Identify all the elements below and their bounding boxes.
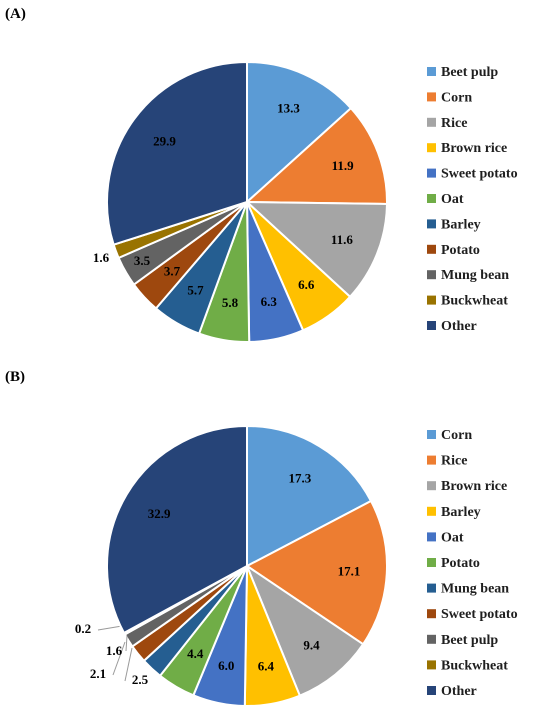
chart-b-data-label-other: 32.9 xyxy=(148,506,171,521)
chart-b-legend-label-oat: Oat xyxy=(441,530,464,545)
chart-a-slice-corn xyxy=(244,106,388,205)
chart-a-data-label-sweet-potato: 6.3 xyxy=(261,294,278,309)
chart-b-slice-rice xyxy=(245,499,388,646)
chart-a-legend-swatch-rice xyxy=(427,117,436,127)
chart-a-legend-swatch-potato xyxy=(427,244,436,254)
chart-b-legend-label-buckwheat: Buckwheat xyxy=(441,658,508,673)
chart-b-legend-swatch-potato xyxy=(427,558,436,567)
chart-b-data-label-potato: 4.4 xyxy=(187,646,204,661)
chart-a-data-label-beet-pulp: 13.3 xyxy=(277,101,300,116)
chart-b-leader-sweet-potato xyxy=(112,641,126,676)
chart-a-slice-other xyxy=(106,60,248,246)
chart-b-legend-label-mung-bean: Mung bean xyxy=(441,582,509,597)
chart-b-slice-corn xyxy=(246,424,373,568)
chart-b-legend-swatch-buckwheat xyxy=(427,660,436,670)
chart-a-data-label-potato: 3.7 xyxy=(164,263,181,278)
chart-a-slice-rice xyxy=(244,200,389,299)
chart-a-legend-label-buckwheat: Buckwheat xyxy=(441,294,508,309)
chart-b-legend-label-barley: Barley xyxy=(441,505,481,520)
chart-b-leader-beet-pulp xyxy=(125,635,128,652)
chart-b-legend-label-corn: Corn xyxy=(441,428,472,443)
chart-a-data-label-brown-rice: 6.6 xyxy=(298,277,315,292)
chart-b-leader-mung-bean xyxy=(124,647,133,682)
chart-a-legend-label-corn: Corn xyxy=(441,90,472,105)
chart-a-legend-swatch-sweet-potato xyxy=(427,168,436,178)
chart-a-data-label-other: 29.9 xyxy=(153,134,176,149)
chart-a-data-label-oat: 5.8 xyxy=(222,295,239,310)
chart-a-legend-label-rice: Rice xyxy=(441,116,467,131)
chart-b-data-label-rice: 17.1 xyxy=(338,564,361,579)
chart-a-legend-swatch-beet-pulp xyxy=(427,67,436,76)
chart-b-legend-label-sweet-potato: Sweet potato xyxy=(441,607,518,622)
chart-b-legend-swatch-other xyxy=(427,686,436,695)
chart-a-data-label-corn: 11.9 xyxy=(332,158,355,173)
chart-a-legend-swatch-barley xyxy=(427,219,436,229)
chart-a-slice-beet-pulp xyxy=(246,60,353,205)
chart-b-legend-swatch-beet-pulp xyxy=(427,634,436,644)
chart-b-legend-swatch-sweet-potato xyxy=(427,609,436,619)
chart-a-legend-swatch-mung-bean xyxy=(427,270,436,280)
panel-label-a: (A) xyxy=(5,6,26,22)
chart-b-slice-brown-rice xyxy=(244,563,365,697)
chart-a-legend-label-sweet-potato: Sweet potato xyxy=(441,167,518,182)
chart-a-legend-swatch-buckwheat xyxy=(427,295,436,305)
chart-a-legend-label-barley: Barley xyxy=(441,217,481,232)
chart-a-data-label-buckwheat: 1.6 xyxy=(93,250,110,265)
chart-b-slice-other xyxy=(106,424,248,635)
chart-a-legend-swatch-corn xyxy=(427,92,436,102)
chart-b-data-label-sweet-potato: 2.1 xyxy=(90,666,106,681)
pie-chart-a: 13.3 Beet pulp 11.9 Corn 11.6 Rice 6.6 Brown ri… xyxy=(93,60,518,343)
chart-a-legend-swatch-other xyxy=(427,321,436,330)
chart-a-legend-label-other: Other xyxy=(441,319,477,334)
chart-b-legend-label-potato: Potato xyxy=(441,556,480,571)
chart-b-legend-swatch-brown-rice xyxy=(427,481,436,491)
chart-a-legend-label-brown-rice: Brown rice xyxy=(441,141,507,156)
chart-a-legend-label-mung-bean: Mung bean xyxy=(441,268,509,283)
chart-b-leader-buckwheat xyxy=(97,625,123,631)
chart-b-legend-swatch-barley xyxy=(427,506,436,516)
chart-b-data-label-corn: 17.3 xyxy=(289,471,312,486)
panel-label-b: (B) xyxy=(5,369,25,385)
chart-a-legend-label-oat: Oat xyxy=(441,192,464,207)
chart-b-legend-swatch-rice xyxy=(427,455,436,465)
chart-b-data-label-buckwheat: 0.2 xyxy=(75,621,91,636)
pie-chart-b: 17.3 Corn 17.1 Rice 9.4 Brown rice 6.4 Barley 6.… xyxy=(75,424,518,707)
chart-b-data-label-barley: 6.4 xyxy=(258,658,275,673)
chart-b-data-label-beet-pulp: 1.6 xyxy=(106,643,123,658)
chart-b-legend-label-rice: Rice xyxy=(441,454,467,469)
chart-b-legend-label-other: Other xyxy=(441,684,477,699)
chart-a-data-label-barley: 5.7 xyxy=(187,282,204,297)
chart-b-legend-label-brown-rice: Brown rice xyxy=(441,479,507,494)
chart-a-legend-swatch-oat xyxy=(427,194,436,203)
chart-a-legend-label-beet-pulp: Beet pulp xyxy=(441,65,498,80)
chart-b-data-label-oat: 6.0 xyxy=(218,658,234,673)
chart-a-data-label-mung-bean: 3.5 xyxy=(134,253,151,268)
chart-b-data-label-mung-bean: 2.5 xyxy=(132,672,149,687)
chart-a-data-label-rice: 11.6 xyxy=(331,232,354,247)
chart-b-legend-swatch-corn xyxy=(427,430,436,439)
chart-b-legend-swatch-mung-bean xyxy=(427,583,436,593)
chart-b-legend-swatch-oat xyxy=(427,532,436,542)
chart-b-legend-label-beet-pulp: Beet pulp xyxy=(441,633,498,648)
chart-a-legend-swatch-brown-rice xyxy=(427,143,436,153)
chart-b-data-label-brown-rice: 9.4 xyxy=(303,637,320,652)
chart-a-legend-label-potato: Potato xyxy=(441,243,480,258)
